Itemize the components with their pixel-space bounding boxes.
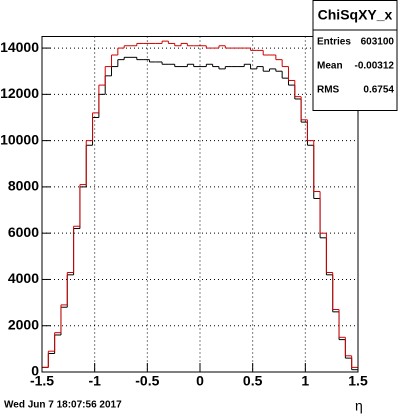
y-tick-label: 14000 xyxy=(0,39,39,55)
y-tick-label: 2000 xyxy=(8,316,39,332)
y-tick-label: 6000 xyxy=(8,224,39,240)
y-tick-label: 0 xyxy=(31,363,39,379)
y-tick-label: 8000 xyxy=(8,178,39,194)
x-axis-label: η xyxy=(355,398,363,414)
stats-title: ChiSqXY_x xyxy=(318,7,393,23)
plot-frame xyxy=(41,36,359,373)
x-tick-label: 0 xyxy=(196,373,204,389)
footer: Wed Jun 7 18:07:56 2017 xyxy=(4,400,122,411)
x-tick-label: 1.5 xyxy=(348,373,368,389)
stats-label: RMS xyxy=(317,85,340,96)
y-tick-label: 10000 xyxy=(0,131,39,147)
y-tick-label: 4000 xyxy=(8,270,39,286)
x-tick-label: 1 xyxy=(301,373,309,389)
stats-label: Mean xyxy=(317,61,343,72)
x-tick-label: -0.5 xyxy=(135,373,159,389)
x-tick-label: -1.5 xyxy=(30,373,54,389)
stats-box xyxy=(312,0,398,111)
stats-value: 603100 xyxy=(361,37,395,48)
stats-value: 0.6754 xyxy=(363,85,394,96)
x-tick-label: 0.5 xyxy=(243,373,263,389)
stats-value: -0.00312 xyxy=(355,61,395,72)
x-tick-label: -1 xyxy=(88,373,101,389)
stats-label: Entries xyxy=(317,37,351,48)
y-tick-label: 12000 xyxy=(0,85,39,101)
